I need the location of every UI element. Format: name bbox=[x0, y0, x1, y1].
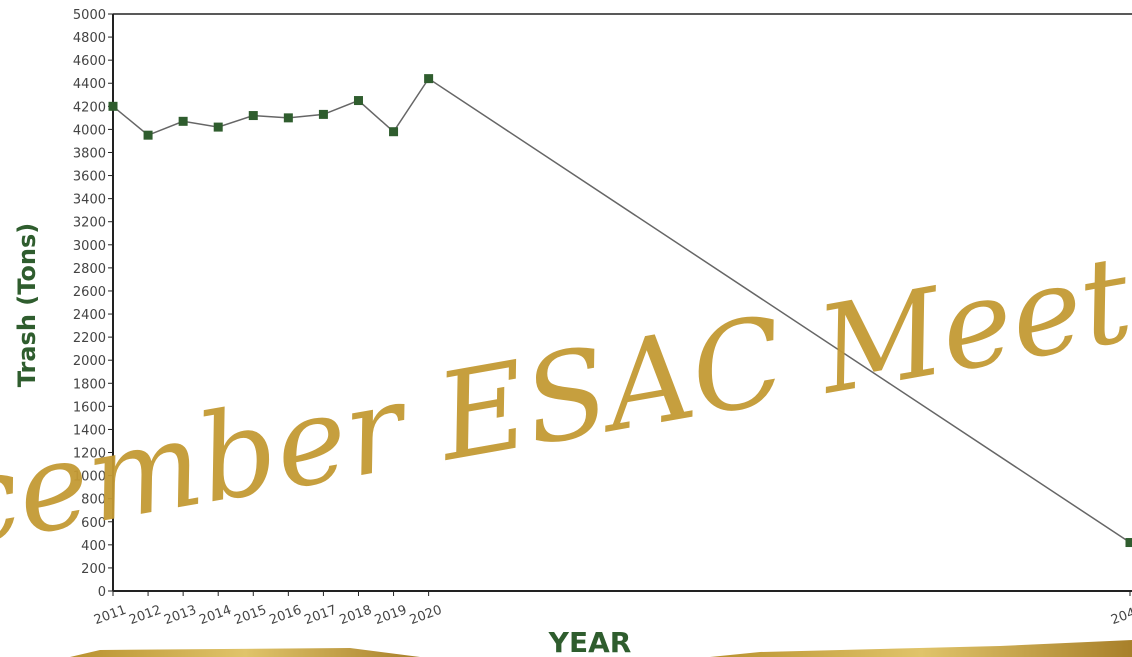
y-tick-label: 3800 bbox=[73, 146, 106, 161]
x-axis-label: YEAR bbox=[548, 626, 632, 657]
overlay-title: December ESAC Meeting bbox=[0, 197, 1132, 604]
y-tick-label: 4200 bbox=[73, 100, 106, 115]
gold-brush bbox=[710, 640, 1132, 657]
y-tick-label: 0 bbox=[98, 585, 106, 600]
y-tick-label: 3000 bbox=[73, 239, 106, 254]
data-point bbox=[214, 123, 223, 132]
y-tick-label: 2400 bbox=[73, 308, 106, 323]
data-point bbox=[1126, 538, 1132, 547]
y-tick-label: 4600 bbox=[73, 54, 106, 69]
data-point bbox=[354, 96, 363, 105]
y-tick-label: 1800 bbox=[73, 377, 106, 392]
y-tick-label: 3400 bbox=[73, 193, 106, 208]
x-tick-label: 2016 bbox=[267, 603, 303, 628]
x-tick-label: 2014 bbox=[197, 603, 233, 628]
data-point bbox=[144, 131, 153, 140]
data-point bbox=[424, 74, 433, 83]
x-tick-label: 2012 bbox=[127, 603, 163, 628]
y-tick-label: 200 bbox=[81, 562, 106, 577]
chart: 0200400600800100012001400160018002000220… bbox=[0, 0, 1132, 657]
y-axis-label: Trash (Tons) bbox=[13, 223, 41, 387]
x-tick-label: 2011 bbox=[92, 603, 128, 628]
y-tick-label: 2800 bbox=[73, 262, 106, 277]
y-tick-label: 3600 bbox=[73, 170, 106, 185]
y-tick-label: 5000 bbox=[73, 8, 106, 23]
y-tick-label: 2000 bbox=[73, 354, 106, 369]
y-tick-label: 4400 bbox=[73, 77, 106, 92]
data-point bbox=[319, 110, 328, 119]
x-tick-label: 2013 bbox=[162, 603, 198, 628]
x-tick-label: 2017 bbox=[303, 603, 339, 628]
x-tick-label: 2020 bbox=[408, 603, 444, 628]
x-tick-label: 2018 bbox=[338, 603, 374, 628]
data-point bbox=[179, 117, 188, 126]
data-point bbox=[389, 127, 398, 136]
data-point bbox=[249, 111, 258, 120]
x-tick-label: 2019 bbox=[373, 603, 409, 628]
x-tick-label: 2040 bbox=[1109, 603, 1132, 628]
y-tick-label: 2600 bbox=[73, 285, 106, 300]
y-tick-label: 2200 bbox=[73, 331, 106, 346]
data-point bbox=[109, 102, 118, 111]
y-tick-label: 3200 bbox=[73, 216, 106, 231]
y-tick-label: 4800 bbox=[73, 31, 106, 46]
x-tick-label: 2015 bbox=[232, 603, 268, 628]
data-point bbox=[284, 113, 293, 122]
y-tick-label: 4000 bbox=[73, 123, 106, 138]
gold-brush bbox=[70, 648, 420, 657]
